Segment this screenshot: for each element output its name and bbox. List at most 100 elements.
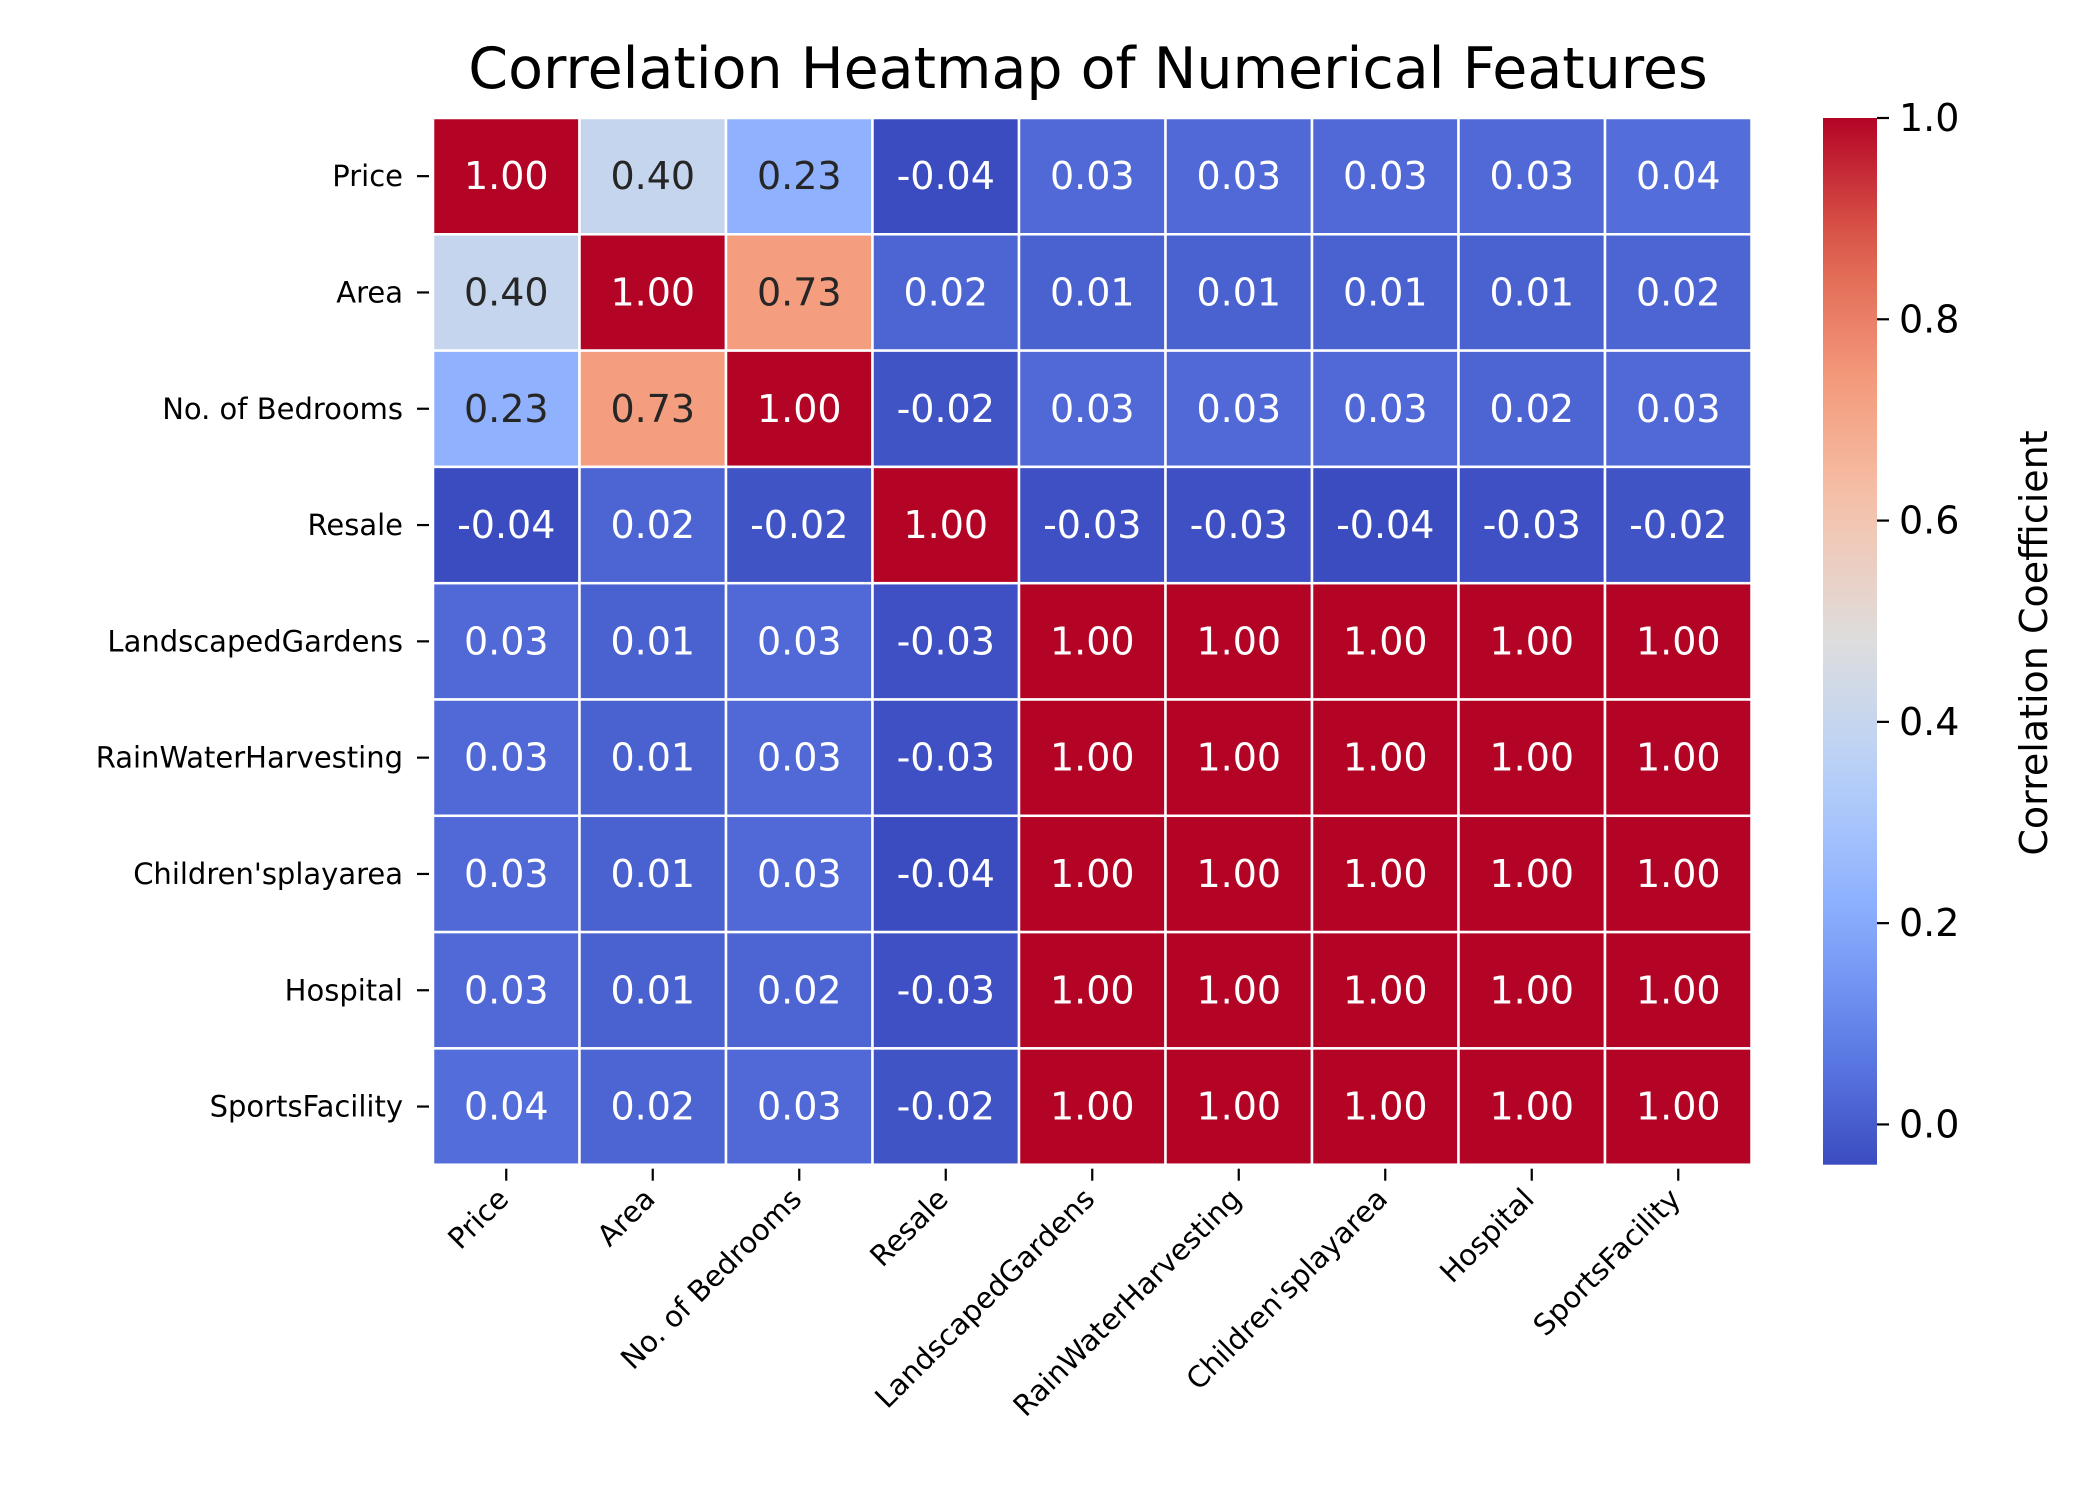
cell-value-label: 0.02: [903, 270, 988, 314]
heatmap-cell: [724, 233, 874, 352]
heatmap-cell: [431, 698, 581, 818]
cell-value-label: 1.00: [1636, 736, 1721, 780]
cell-value-label: 0.03: [1050, 154, 1135, 198]
y-tick-label: Area: [336, 275, 403, 309]
x-tick-label: Resale: [863, 1182, 955, 1274]
heatmap-cell: [724, 349, 874, 469]
cell-value-label: 0.02: [1489, 387, 1574, 431]
colorbar-tick-label: 0.2: [1899, 901, 1959, 945]
cell-value-label: 1.00: [757, 387, 842, 431]
heatmap-cell: [724, 1047, 874, 1166]
colorbar: 0.0 0.2 0.4 0.6 0.8 1.0: [1823, 96, 1959, 1165]
cell-value-label: 0.03: [757, 619, 842, 663]
heatmap-cell: [1603, 465, 1753, 585]
heatmap-cell: [1310, 1047, 1460, 1166]
cell-value-label: -0.03: [897, 619, 995, 663]
heatmap-cell: [871, 349, 1021, 469]
cell-value-label: 0.73: [610, 387, 695, 431]
heatmap-cell: [1017, 349, 1167, 469]
heatmap-cell: [431, 581, 581, 701]
cell-value-label: 0.03: [1196, 154, 1281, 198]
cell-value-label: 1.00: [1343, 1085, 1428, 1129]
heatmap-cell: [578, 698, 728, 818]
heatmap-cell: [1017, 1047, 1167, 1166]
cell-value-label: 0.01: [610, 852, 695, 896]
heatmap-cell: [1164, 930, 1314, 1050]
heatmap-cell: [871, 930, 1021, 1050]
x-tick-label: Area: [590, 1182, 661, 1253]
cell-value-label: 0.03: [464, 968, 549, 1012]
cell-value-label: -0.02: [750, 503, 848, 547]
heatmap-cell: [1164, 581, 1314, 701]
cell-value-label: 1.00: [1050, 736, 1135, 780]
heatmap-cell: [871, 581, 1021, 701]
cell-value-label: 0.01: [1050, 270, 1135, 314]
heatmap-cell: [1603, 698, 1753, 818]
cell-value-label: -0.04: [1336, 503, 1434, 547]
heatmap-cell: [431, 814, 581, 934]
heatmap-cell: [1310, 233, 1460, 352]
cell-value-label: -0.03: [897, 968, 995, 1012]
cell-value-label: 0.04: [1636, 154, 1721, 198]
heatmap-cell: [724, 930, 874, 1050]
cell-value-label: 1.00: [1489, 968, 1574, 1012]
heatmap-cell: [1017, 814, 1167, 934]
y-tick-label: RainWaterHarvesting: [96, 741, 403, 775]
y-tick-label: Children'splayarea: [133, 857, 403, 891]
cell-value-label: 1.00: [464, 154, 549, 198]
heatmap-cell: [578, 465, 728, 585]
cell-value-label: 1.00: [1050, 619, 1135, 663]
heatmap-cell: [1603, 233, 1753, 352]
cell-value-label: 1.00: [1343, 968, 1428, 1012]
cell-value-label: 0.03: [757, 852, 842, 896]
colorbar-gradient: [1823, 118, 1877, 1165]
cell-value-label: 0.03: [1343, 154, 1428, 198]
cell-value-label: 1.00: [1196, 619, 1281, 663]
y-tick-label: No. of Bedrooms: [162, 392, 403, 426]
cell-value-label: 1.00: [1196, 968, 1281, 1012]
cell-value-label: 0.03: [464, 619, 549, 663]
heatmap-cell: [1017, 698, 1167, 818]
x-tick-label: Hospital: [1433, 1182, 1541, 1290]
heatmap-cell: [1017, 233, 1167, 352]
heatmap-cell: [724, 116, 874, 236]
colorbar-tick-label: 0.6: [1899, 499, 1959, 543]
cell-value-label: 1.00: [903, 503, 988, 547]
heatmap-cell: [431, 930, 581, 1050]
colorbar-tick-label: 0.0: [1899, 1102, 1959, 1146]
cell-value-label: 1.00: [1636, 1085, 1721, 1129]
cell-value-label: 0.03: [1636, 387, 1721, 431]
heatmap-cell: [1603, 930, 1753, 1050]
cell-value-label: -0.02: [897, 1085, 995, 1129]
heatmap-cell: [578, 116, 728, 236]
cell-value-label: -0.03: [1483, 503, 1581, 547]
cell-value-label: 0.23: [757, 154, 842, 198]
y-tick-label: SportsFacility: [210, 1090, 403, 1124]
cell-value-label: 0.01: [1196, 270, 1281, 314]
cell-value-label: 0.40: [464, 270, 549, 314]
cell-value-label: 1.00: [1196, 736, 1281, 780]
cell-value-label: 1.00: [1489, 852, 1574, 896]
cell-value-label: 0.03: [1343, 387, 1428, 431]
cell-value-label: 1.00: [1489, 619, 1574, 663]
cell-value-label: 1.00: [1343, 736, 1428, 780]
heatmap-cell: [871, 698, 1021, 818]
cell-value-label: 0.40: [610, 154, 695, 198]
colorbar-title: Correlation Coefficient: [2012, 430, 2056, 855]
heatmap-cell: [578, 814, 728, 934]
cell-value-label: 1.00: [1343, 619, 1428, 663]
colorbar-tick-label: 0.8: [1899, 297, 1959, 341]
heatmap-cell: [1017, 930, 1167, 1050]
cell-value-label: 0.02: [757, 968, 842, 1012]
cell-value-label: 0.03: [464, 736, 549, 780]
cell-value-label: 0.03: [464, 852, 549, 896]
heatmap-cell: [1457, 116, 1607, 236]
cell-value-label: -0.03: [1190, 503, 1288, 547]
y-tick-label: Price: [332, 159, 403, 193]
cell-value-label: 0.02: [610, 503, 695, 547]
heatmap-cell: [1310, 930, 1460, 1050]
y-tick-label: Hospital: [285, 973, 403, 1007]
cell-value-label: 0.03: [1050, 387, 1135, 431]
heatmap-cell: [724, 698, 874, 818]
